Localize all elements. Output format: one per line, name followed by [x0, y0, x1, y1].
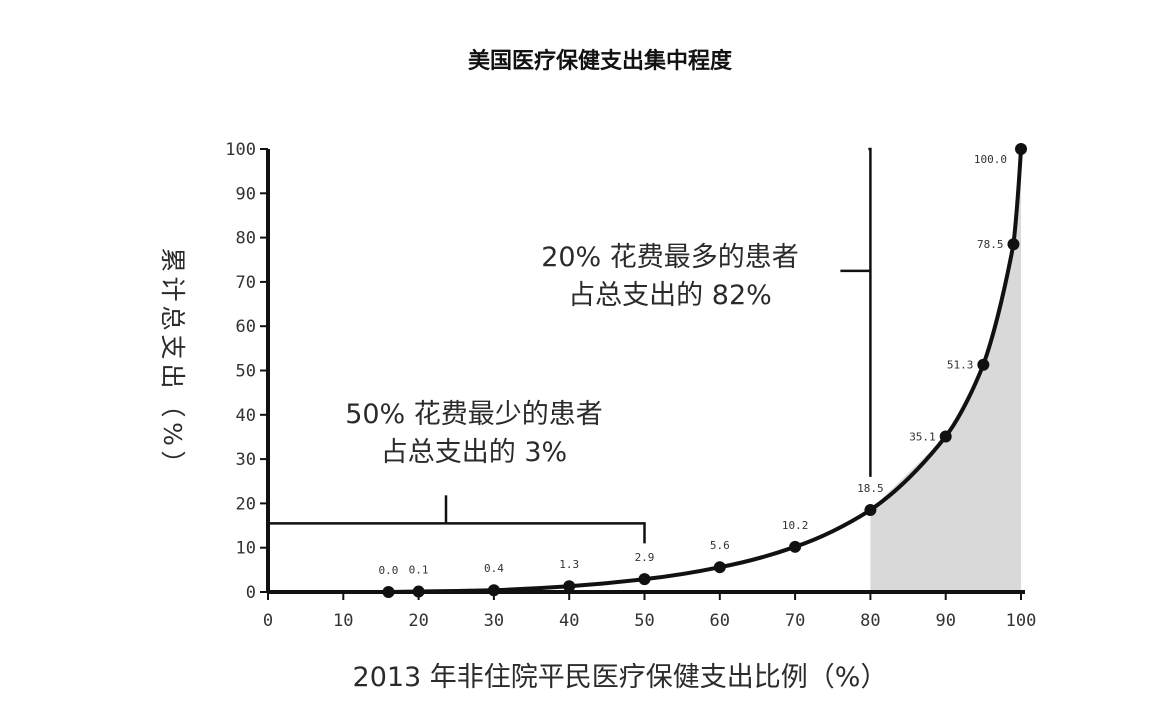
top-20-bracket: [868, 147, 872, 477]
y-axis-label-char: %: [158, 422, 187, 446]
data-points: [382, 143, 1027, 598]
data-label: 35.1: [909, 431, 936, 444]
data-label: 18.5: [857, 482, 884, 495]
bottom-50-annotation-line1: 50% 花费最少的患者: [345, 399, 603, 430]
y-tick-label: 70: [236, 273, 256, 293]
data-labels: 0.0 0.1 0.4 1.3 2.9 5.6 10.2 18.5 35.1 51.3 78.5 10…: [379, 153, 1007, 577]
x-tick-label: 100: [1006, 611, 1037, 631]
x-tick-label: 10: [333, 611, 353, 631]
y-tick-label: 90: [236, 184, 256, 204]
y-axis-label-char: ）: [158, 450, 187, 475]
y-tick-label: 20: [236, 494, 256, 514]
data-label: 78.5: [977, 238, 1004, 251]
chart-title: 美国医疗保健支出集中程度: [468, 48, 733, 74]
data-point: [382, 586, 395, 598]
y-axis-label-char: 出: [158, 363, 187, 388]
x-tick-label: 70: [785, 611, 805, 631]
bottom-50-annotation-line2: 占总支出的 3%: [381, 437, 567, 468]
annotation-brackets: [268, 147, 872, 544]
y-axis-label-char: 累: [158, 247, 187, 272]
data-point: [638, 573, 651, 586]
data-point: [1015, 143, 1027, 155]
data-point: [713, 561, 726, 574]
data-point: [789, 540, 802, 553]
x-tick-label: 30: [484, 611, 504, 631]
data-point: [977, 358, 990, 371]
x-tick-label: 0: [263, 611, 273, 631]
data-label: 0.1: [409, 564, 429, 577]
y-axis-label-char: 支: [158, 334, 187, 359]
y-axis-label-char: 总: [158, 305, 187, 330]
y-axis-ticks: 0 10 20 30 40 50 60 70 80 90 100: [225, 140, 268, 603]
data-label: 5.6: [710, 539, 730, 552]
data-point: [563, 580, 576, 593]
data-label: 51.3: [947, 359, 974, 372]
y-axis-label-char: （: [158, 392, 187, 417]
top-20-annotation-line2: 占总支出的 82%: [568, 280, 772, 311]
data-label: 10.2: [782, 519, 809, 532]
y-tick-label: 0: [246, 583, 256, 603]
x-tick-label: 40: [559, 611, 579, 631]
x-axis-label: 2013 年非住院平民医疗保健支出比例（%）: [353, 662, 888, 693]
data-point: [1007, 238, 1020, 251]
data-label: 1.3: [559, 558, 579, 571]
x-tick-label: 80: [860, 611, 880, 631]
data-label: 0.4: [484, 562, 504, 575]
x-axis-ticks: 0 10 20 30 40 50 60 70 80 90 100: [263, 592, 1036, 631]
data-point: [412, 585, 425, 598]
data-label: 0.0: [379, 564, 399, 577]
y-tick-label: 50: [236, 362, 256, 382]
data-point: [864, 504, 877, 517]
data-label: 100.0: [974, 153, 1007, 166]
y-tick-label: 40: [236, 406, 256, 426]
shaded-area-top-20-percent: [870, 149, 1021, 592]
y-tick-label: 100: [225, 140, 256, 160]
y-tick-label: 30: [236, 450, 256, 470]
bottom-50-bracket: [268, 522, 646, 544]
x-tick-label: 90: [935, 611, 955, 631]
y-tick-label: 80: [236, 229, 256, 249]
data-point: [487, 584, 500, 597]
data-label: 2.9: [635, 551, 655, 564]
x-tick-label: 50: [634, 611, 654, 631]
y-tick-label: 60: [236, 317, 256, 337]
x-tick-label: 60: [710, 611, 730, 631]
top-20-annotation-line1: 20% 花费最多的患者: [541, 242, 799, 273]
x-tick-label: 20: [408, 611, 428, 631]
data-point: [939, 430, 952, 443]
y-axis-label-char: 计: [158, 276, 187, 301]
y-tick-label: 10: [236, 539, 256, 559]
